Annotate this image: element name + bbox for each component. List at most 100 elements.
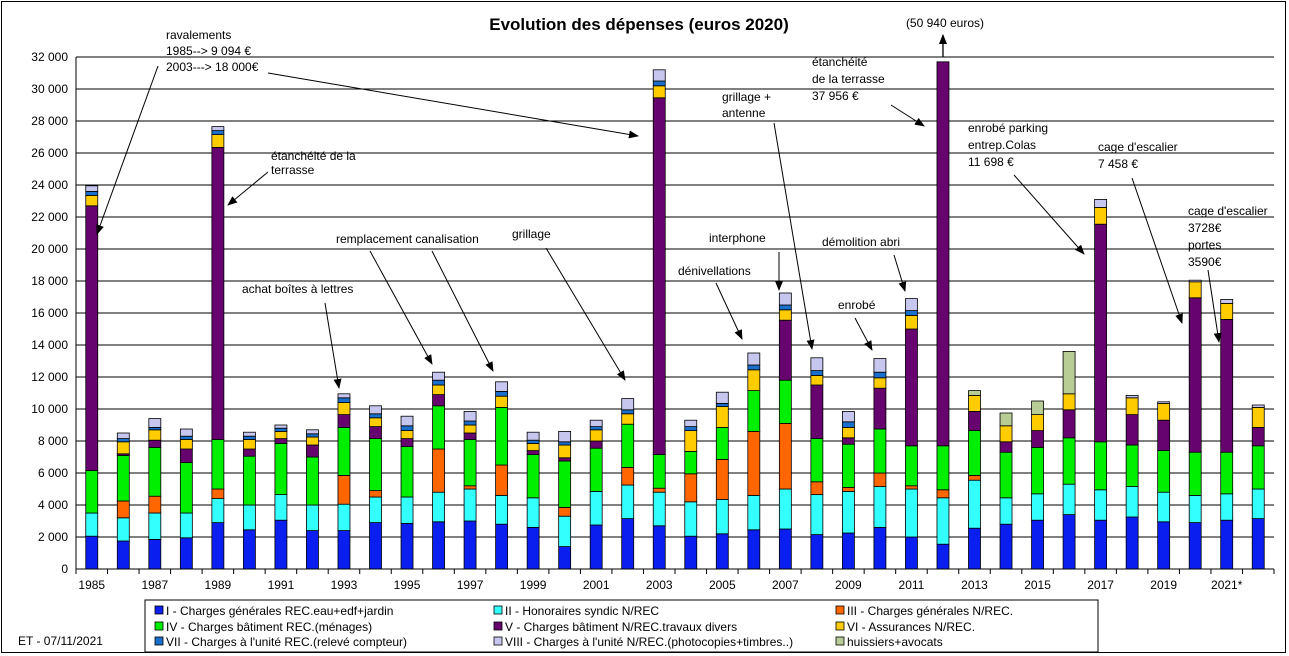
- bar-segment: [999, 497, 1013, 525]
- bar-segment: [810, 534, 824, 570]
- annotation-arrow: [893, 254, 907, 292]
- bar-segment: [747, 369, 761, 391]
- bar-segment: [558, 460, 572, 508]
- bar-segment: [116, 500, 130, 519]
- annotation-text: 3728€: [1188, 221, 1222, 235]
- annotation-text: enrobé: [838, 298, 876, 312]
- bar-segment: [684, 430, 698, 452]
- bar-segment: [621, 484, 635, 519]
- bar-segment: [179, 537, 193, 570]
- bar-segment: [495, 464, 509, 496]
- axes: 0 2 000 4 000 6 000 8 000 10 000 12 000 14 000 1…: [31, 50, 1275, 592]
- bar-segment: [1094, 223, 1108, 443]
- legend-swatch: [154, 605, 164, 615]
- bar-segment: [432, 521, 445, 570]
- y-tick-label: 0: [61, 562, 68, 576]
- bar-segment: [810, 438, 824, 483]
- bar-segment: [369, 405, 382, 415]
- bar-segment: [211, 498, 225, 524]
- x-tick-label: 2013: [961, 578, 988, 592]
- bar-segment: [337, 402, 351, 416]
- annotations: (50 940 euros) ravalements 1985--> 9 094 €…: [96, 16, 1268, 389]
- bar-segment: [400, 438, 414, 448]
- bar-segment: [621, 409, 635, 415]
- y-tick-label: 26 000: [31, 146, 68, 160]
- x-tick-label: 1989: [205, 578, 232, 592]
- bar-segment: [778, 488, 792, 530]
- x-tick-label: 2017: [1087, 578, 1114, 592]
- annotation-text: de la terrasse: [812, 72, 885, 86]
- bar-segment: [873, 486, 887, 528]
- bar-segment: [85, 185, 99, 192]
- bar-segment: [999, 412, 1013, 427]
- bar-segment: [526, 442, 540, 451]
- legend-swatch: [835, 605, 845, 615]
- legend-label: III - Charges générales N/REC.: [847, 604, 1013, 618]
- x-tick-label: 2021*: [1211, 578, 1243, 592]
- annotation-arrow: [1131, 177, 1183, 324]
- annotation-arrow: [431, 250, 494, 372]
- annotation-text: grillage +: [722, 90, 771, 104]
- bar-segment: [841, 443, 855, 488]
- bar-segment: [558, 444, 572, 459]
- annotation-arrow: [369, 250, 433, 365]
- bar-segment: [621, 466, 635, 486]
- bar-segment: [873, 358, 887, 373]
- bar-segment: [873, 472, 887, 488]
- bar-segment: [968, 527, 981, 570]
- bar-segment: [968, 479, 981, 529]
- legend-swatch: [835, 636, 845, 646]
- annotation-text: 2003---> 18 000€: [166, 60, 259, 74]
- bar-segment: [526, 450, 540, 456]
- legend-label: IV - Charges bâtiment REC.(ménages): [166, 620, 372, 634]
- bar-segment: [400, 430, 414, 440]
- bar-segment: [936, 61, 950, 447]
- x-tick-label: 1993: [331, 578, 358, 592]
- bar-segment: [873, 527, 887, 570]
- bar-segment: [526, 527, 540, 570]
- bar-segment: [810, 374, 824, 386]
- bar-segment: [747, 364, 761, 371]
- bar-segment: [85, 194, 99, 207]
- annotation-arrow: [324, 302, 342, 389]
- bar-segment: [873, 387, 887, 430]
- bar-segment: [778, 319, 792, 381]
- bar-segment: [652, 487, 666, 493]
- bar-segment: [558, 546, 572, 570]
- bar-segment: [558, 430, 572, 443]
- annotation-text: entrep.Colas: [968, 138, 1036, 152]
- bar-segment: [905, 314, 918, 330]
- bar-segment: [841, 421, 855, 428]
- bar-segment: [432, 379, 445, 386]
- bar-segment: [495, 390, 509, 397]
- y-tick-label: 24 000: [31, 178, 68, 192]
- legend-swatch: [493, 605, 503, 615]
- bar-segment: [936, 489, 950, 499]
- annotation-text: terrasse: [271, 163, 315, 177]
- bar-segment: [873, 371, 887, 379]
- bar-segment: [968, 410, 981, 431]
- annotation-arrow: [96, 65, 159, 235]
- bar-segment: [211, 130, 225, 136]
- bar-segment: [400, 415, 414, 427]
- bar-segment: [810, 494, 824, 536]
- bar-segment: [715, 498, 729, 535]
- bar-segment: [999, 523, 1013, 570]
- bar-segment: [1188, 494, 1202, 523]
- bar-segment: [1188, 522, 1202, 570]
- bar-segment: [148, 439, 162, 448]
- bar-segment: [684, 473, 698, 503]
- bar-segment: [337, 397, 351, 403]
- bar-segment: [810, 481, 824, 495]
- bar-segment: [905, 485, 918, 490]
- bar-segment: [715, 458, 729, 500]
- bar-segment: [589, 419, 603, 428]
- bar-segment: [968, 474, 981, 481]
- bar-segment: [463, 424, 477, 434]
- bar-segment: [179, 435, 193, 440]
- bar-segment: [179, 512, 193, 539]
- y-tick-label: 18 000: [31, 274, 68, 288]
- bar-segment: [400, 523, 414, 570]
- bar-segment: [337, 414, 351, 428]
- x-tick-label: 2009: [835, 578, 862, 592]
